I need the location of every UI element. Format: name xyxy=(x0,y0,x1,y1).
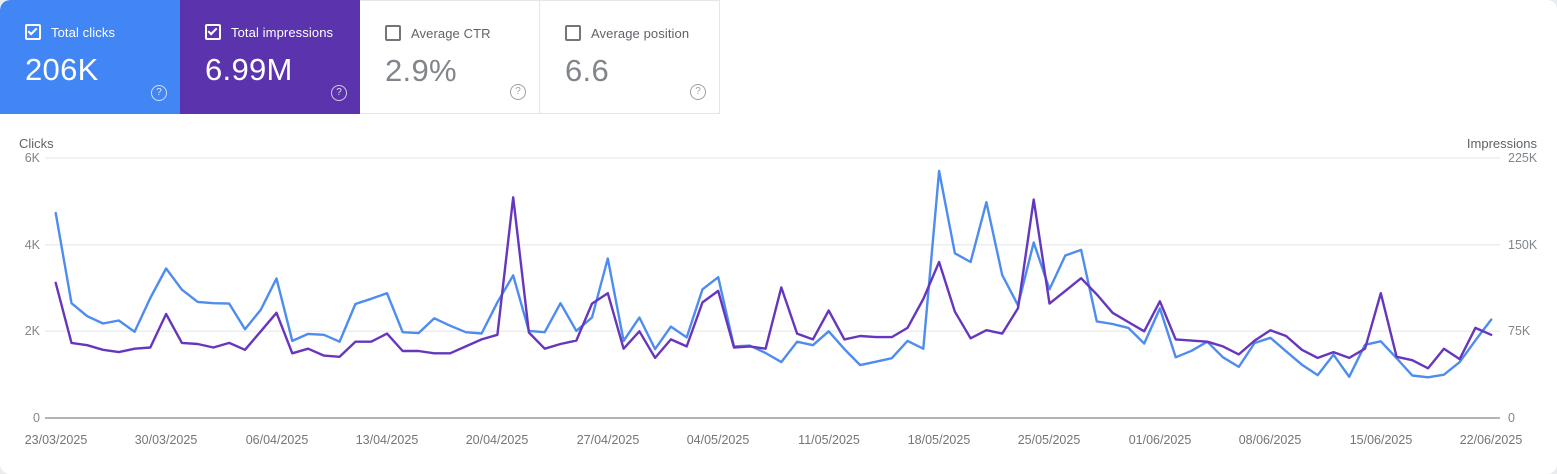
right-ytick-150k: 150K xyxy=(1508,237,1538,252)
average-position-value: 6.6 xyxy=(565,53,609,88)
average-ctr-label: Average CTR xyxy=(411,25,491,41)
card-header: Average CTR xyxy=(385,25,539,41)
xtick-date: 11/05/2025 xyxy=(798,433,860,447)
xtick-date: 18/05/2025 xyxy=(907,433,971,447)
right-ytick-75k: 75K xyxy=(1508,324,1531,339)
total-clicks-checkbox[interactable] xyxy=(25,24,41,40)
help-icon[interactable]: ? xyxy=(690,84,706,100)
left-ytick-0: 0 xyxy=(33,411,40,425)
total-clicks-label: Total clicks xyxy=(51,24,116,40)
xtick-date: 30/03/2025 xyxy=(134,433,198,447)
clicks-line xyxy=(54,169,1493,379)
card-header: Average position xyxy=(565,25,719,41)
right-axis-title: Impressions xyxy=(1466,136,1537,151)
xtick-date: 15/06/2025 xyxy=(1349,433,1413,447)
card-header: Total clicks xyxy=(25,24,180,40)
average-position-label: Average position xyxy=(591,25,690,41)
right-ytick-0: 0 xyxy=(1508,411,1515,425)
xtick-date: 06/04/2025 xyxy=(245,433,309,447)
xtick-date: 08/06/2025 xyxy=(1238,433,1302,447)
help-icon[interactable]: ? xyxy=(510,84,526,100)
total-clicks-value: 206K xyxy=(25,52,99,87)
metric-card-average-position[interactable]: Average position 6.6 ? xyxy=(540,0,720,114)
right-ytick-225k: 225K xyxy=(1508,151,1538,165)
gridlines xyxy=(45,157,1500,419)
total-impressions-label: Total impressions xyxy=(231,24,334,40)
left-ytick-6k: 6K xyxy=(24,151,40,165)
xtick-date: 27/04/2025 xyxy=(576,433,640,447)
average-ctr-checkbox[interactable] xyxy=(385,25,401,41)
xtick-date: 23/03/2025 xyxy=(24,433,88,447)
left-axis-title: Clicks xyxy=(19,136,54,151)
xtick-date: 25/05/2025 xyxy=(1017,433,1081,447)
metric-card-total-impressions[interactable]: Total impressions 6.99M ? xyxy=(180,0,360,114)
total-impressions-checkbox[interactable] xyxy=(205,24,221,40)
xtick-date: 13/04/2025 xyxy=(355,433,419,447)
average-ctr-value: 2.9% xyxy=(385,53,457,88)
left-ytick-2k: 2K xyxy=(24,324,40,339)
help-icon[interactable]: ? xyxy=(151,85,167,101)
xtick-date: 01/06/2025 xyxy=(1128,433,1192,447)
help-icon[interactable]: ? xyxy=(331,85,347,101)
metric-card-average-ctr[interactable]: Average CTR 2.9% ? xyxy=(360,0,540,114)
left-ytick-4k: 4K xyxy=(24,237,40,252)
metric-cards-row: Total clicks 206K ? Total impressions 6.… xyxy=(0,0,720,114)
card-header: Total impressions xyxy=(205,24,360,40)
xtick-date: 22/06/2025 xyxy=(1459,433,1523,447)
metric-card-total-clicks[interactable]: Total clicks 206K ? xyxy=(0,0,180,114)
xtick-date: 20/04/2025 xyxy=(465,433,529,447)
average-position-checkbox[interactable] xyxy=(565,25,581,41)
chart-plot-area[interactable] xyxy=(45,150,1500,418)
xtick-date: 04/05/2025 xyxy=(686,433,750,447)
total-impressions-value: 6.99M xyxy=(205,52,293,87)
impressions-line xyxy=(54,196,1493,370)
